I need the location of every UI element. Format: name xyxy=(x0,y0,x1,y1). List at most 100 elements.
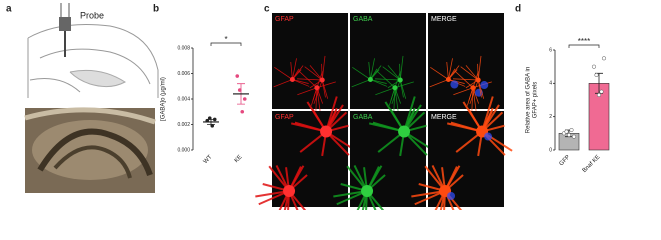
astrocyte-process xyxy=(273,79,293,88)
micrograph xyxy=(272,13,348,109)
y-axis-label: GFAP+ pixels xyxy=(533,82,539,119)
astrocyte-process xyxy=(370,79,387,84)
astrocyte-soma xyxy=(470,85,476,91)
astrocyte-soma xyxy=(319,77,325,83)
astrocyte-process xyxy=(465,65,479,81)
nucleus xyxy=(480,81,489,90)
data-point xyxy=(564,129,569,134)
nucleus xyxy=(450,80,459,89)
astrocyte-process xyxy=(297,78,323,81)
brain-diagram xyxy=(27,24,159,98)
data-point xyxy=(571,134,577,139)
astrocyte-process xyxy=(292,79,309,84)
astrocyte-process xyxy=(274,66,293,80)
astrocyte-process xyxy=(481,96,494,132)
astrocyte-process xyxy=(321,55,326,81)
data-point xyxy=(237,88,242,92)
astrocyte-process xyxy=(304,66,323,81)
y-tick-label: 0.000 xyxy=(177,147,190,153)
nucleus xyxy=(447,191,456,200)
data-point xyxy=(599,89,604,94)
astrocyte-soma xyxy=(361,184,374,197)
astrocyte-process xyxy=(399,79,404,98)
data-point xyxy=(601,56,607,61)
microscopy-panel: GFAP GABA MERGE GFAP GABA MERGE xyxy=(255,13,513,210)
astrocyte-process xyxy=(351,79,371,88)
channel-label: GABA xyxy=(353,114,373,121)
astrocyte-soma xyxy=(445,77,451,83)
significance-bracket xyxy=(210,42,242,46)
astrocyte-process xyxy=(316,87,321,111)
astrocyte-process xyxy=(477,63,479,81)
channel-label: GABA xyxy=(353,16,373,23)
astrocyte-process xyxy=(313,79,323,105)
astrocyte-process xyxy=(321,63,323,81)
astrocyte-process xyxy=(368,61,371,80)
y-tick-label: 0 xyxy=(549,147,552,153)
y-tick-label: 0.008 xyxy=(177,45,190,51)
astrocyte-soma xyxy=(398,125,411,138)
astrocyte-process xyxy=(309,65,323,81)
data-point xyxy=(242,97,247,101)
astrocyte-process xyxy=(469,79,479,105)
astrocyte-process xyxy=(393,87,396,112)
astrocyte-process xyxy=(472,87,477,111)
data-point xyxy=(569,127,574,133)
x-tick-label: WT xyxy=(203,154,214,165)
y-tick-label: 6 xyxy=(549,47,552,53)
y-tick-label: 0.002 xyxy=(177,122,190,128)
astrocyte-process xyxy=(430,66,449,80)
astrocyte-process xyxy=(471,87,474,112)
astrocyte-process xyxy=(290,61,293,80)
probe-label: Probe xyxy=(80,10,104,20)
astrocyte-process xyxy=(370,79,388,87)
astrocyte-process xyxy=(375,78,401,81)
astrocyte-soma xyxy=(397,77,403,83)
astrocyte-process xyxy=(310,87,318,106)
astrocyte-soma xyxy=(314,85,320,91)
data-point xyxy=(240,109,245,114)
astrocyte-process xyxy=(403,96,416,132)
y-axis-label: [GABA]o (μg/ml) xyxy=(161,77,167,121)
astrocyte-soma xyxy=(283,184,296,197)
panel-letter: c xyxy=(264,4,270,15)
micrograph xyxy=(350,13,426,109)
astrocyte-process xyxy=(394,87,399,111)
data-point xyxy=(591,64,597,69)
micrograph xyxy=(428,13,504,109)
panel-letter: d xyxy=(515,4,521,15)
astrocyte-process xyxy=(292,65,304,80)
astrocyte-process xyxy=(466,87,474,106)
astrocyte-process xyxy=(399,63,401,81)
x-tick-label: Bnaf KE xyxy=(582,154,602,174)
astrocyte-process xyxy=(370,65,382,80)
astrocyte-process xyxy=(315,87,318,112)
channel-label: MERGE xyxy=(431,16,457,23)
y-tick-label: 2 xyxy=(549,114,552,120)
astrocyte-process xyxy=(391,79,401,105)
astrocyte-process xyxy=(446,61,449,80)
astrocyte-process xyxy=(321,79,326,98)
astrocyte-process xyxy=(375,87,396,96)
astrocyte-process xyxy=(292,58,297,80)
data-point xyxy=(205,118,210,123)
data-point xyxy=(212,117,217,122)
astrocyte-soma xyxy=(392,85,398,91)
astrocyte-process xyxy=(387,65,401,81)
astrocyte-soma xyxy=(320,125,333,138)
brain-slice-image xyxy=(24,107,156,193)
astrocyte-process xyxy=(352,66,371,80)
x-tick-label: KE xyxy=(234,154,244,164)
astrocyte-process xyxy=(477,79,482,98)
figure: a b c d Probe GFAP GABA MERGE GFAP GABA MERGE… xyxy=(6,3,610,210)
significance-label: **** xyxy=(578,37,590,46)
channel-label: MERGE xyxy=(431,114,457,121)
panel-letter: b xyxy=(153,4,159,15)
astrocyte-process xyxy=(429,79,449,88)
astrocyte-process xyxy=(388,87,396,106)
probe xyxy=(59,3,71,57)
channel-label: GFAP xyxy=(275,16,294,23)
astrocyte-soma xyxy=(475,77,481,83)
astrocyte-process xyxy=(448,65,460,80)
astrocyte-process xyxy=(382,66,401,81)
